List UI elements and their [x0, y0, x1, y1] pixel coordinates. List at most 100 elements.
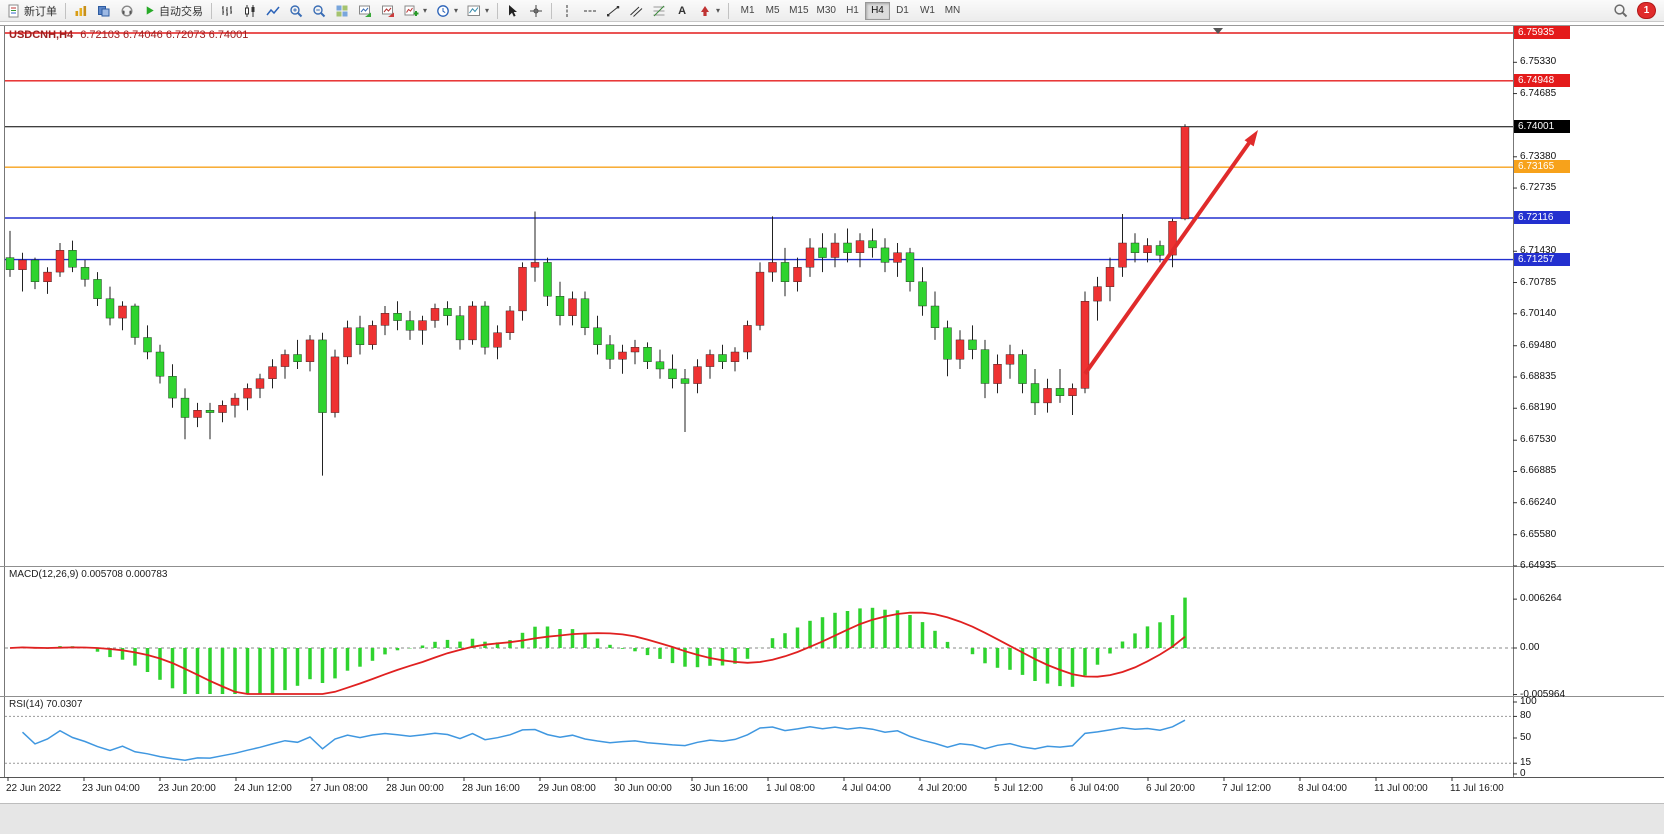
- chart-shift-icon: [381, 4, 395, 18]
- price-badge-resistance: 6.73165: [1514, 160, 1570, 174]
- rsi-axis-label: 50: [1520, 732, 1532, 743]
- time-axis-label: 11 Jul 16:00: [1450, 783, 1504, 794]
- chart-shift-button[interactable]: [377, 1, 399, 21]
- search-button[interactable]: [1609, 1, 1632, 21]
- new-order-label: 新订单: [24, 5, 57, 18]
- trend-arrow-annotation[interactable]: [1083, 130, 1258, 375]
- autotrade-button[interactable]: 自动交易: [139, 1, 207, 21]
- timeframe-m30-button[interactable]: M30: [813, 2, 840, 20]
- chart-profile-button[interactable]: [70, 1, 92, 21]
- trendline-button[interactable]: [602, 1, 624, 21]
- price-tick-label: 6.68835: [1520, 370, 1557, 382]
- vertical-line-button[interactable]: [556, 1, 578, 21]
- tile-windows-button[interactable]: [331, 1, 353, 21]
- macd-axis-label: 0.00: [1520, 642, 1540, 653]
- line-chart-type-button[interactable]: [262, 1, 284, 21]
- text-tool-button[interactable]: A: [671, 1, 693, 21]
- time-axis-label: 4 Jul 20:00: [918, 783, 967, 794]
- zoom-out-button[interactable]: [308, 1, 330, 21]
- macd-axis-label: 0.006264: [1520, 593, 1562, 605]
- chart-shift-marker: [1213, 28, 1223, 34]
- channel-icon: [629, 4, 643, 18]
- time-axis-label: 22 Jun 2022: [6, 783, 62, 794]
- headset-icon: [120, 4, 134, 18]
- crosshair-icon: [529, 4, 543, 18]
- fibonacci-button[interactable]: [648, 1, 670, 21]
- rsi-axis-label: 15: [1520, 757, 1532, 769]
- zoom-out-icon: [312, 4, 326, 18]
- price-tick-label: 6.68190: [1520, 402, 1557, 414]
- new-order-button[interactable]: 新订单: [3, 1, 61, 21]
- price-tick-label: 6.70140: [1520, 307, 1557, 319]
- chart-title: USDCNH,H4 6.72103 6.74046 6.72073 6.74001: [9, 29, 248, 41]
- timeframe-w1-button[interactable]: W1: [915, 2, 940, 20]
- arrow-objects-button[interactable]: ▾: [694, 1, 724, 21]
- new-chart-button[interactable]: ▾: [400, 1, 431, 21]
- trendline-icon: [606, 4, 620, 18]
- toolbar-separator: [728, 2, 730, 19]
- timeframe-h4-button[interactable]: H4: [864, 1, 890, 20]
- timeframe-mn-button[interactable]: MN: [940, 2, 965, 20]
- time-axis-label: 23 Jun 20:00: [158, 783, 216, 794]
- notification-badge[interactable]: 1: [1637, 2, 1656, 19]
- macd-axis-label: -0.005964: [1520, 688, 1566, 700]
- price-tick-label: 6.69480: [1520, 339, 1557, 351]
- timeframe-m5-button[interactable]: M5: [760, 2, 785, 20]
- timeframe-toolbar: M1 M5 M15 M30 H1 H4 D1 W1 MN: [735, 1, 965, 20]
- price-tick-label: 6.65580: [1520, 528, 1557, 540]
- time-axis-label: 8 Jul 04:00: [1298, 783, 1347, 794]
- toolbar-separator: [551, 2, 553, 19]
- timeframe-h1-button[interactable]: H1: [840, 2, 865, 20]
- time-axis-label: 4 Jul 04:00: [842, 783, 891, 794]
- rsi-indicator-label: RSI(14) 70.0307: [9, 699, 83, 710]
- data-window-button[interactable]: [93, 1, 115, 21]
- time-axis-label: 6 Jul 20:00: [1146, 783, 1195, 794]
- auto-scroll-button[interactable]: [354, 1, 376, 21]
- channel-button[interactable]: [625, 1, 647, 21]
- dropdown-caret-icon: ▾: [485, 6, 490, 15]
- time-axis-label: 5 Jul 12:00: [994, 783, 1043, 794]
- crosshair-button[interactable]: [525, 1, 547, 21]
- zoom-in-button[interactable]: [285, 1, 307, 21]
- price-tick-label: 6.67530: [1520, 434, 1557, 446]
- support-button[interactable]: [116, 1, 138, 21]
- macd-indicator-label: MACD(12,26,9) 0.005708 0.000783: [9, 569, 168, 580]
- cursor-button[interactable]: [502, 1, 524, 21]
- price-tick-label: 6.75330: [1520, 56, 1557, 68]
- price-tick-label: 6.73380: [1520, 150, 1557, 162]
- gold-chart-icon: [74, 4, 88, 18]
- time-axis-label: 6 Jul 04:00: [1070, 783, 1119, 794]
- timeframe-m1-button[interactable]: M1: [735, 2, 760, 20]
- candlestick-chart-type-button[interactable]: [239, 1, 261, 21]
- price-tick-label: 6.74685: [1520, 87, 1557, 99]
- time-axis-label: 27 Jun 08:00: [310, 783, 368, 794]
- cursor-icon: [506, 4, 520, 18]
- template-button[interactable]: ▾: [463, 1, 493, 21]
- time-axis-label: 11 Jul 00:00: [1374, 783, 1428, 794]
- price-badge-support: 6.71257: [1514, 252, 1570, 266]
- zoom-in-icon: [289, 4, 303, 18]
- chart-window: USDCNH,H4 6.72103 6.74046 6.72073 6.74001…: [0, 22, 1664, 803]
- macd-histogram: [20, 597, 1187, 694]
- clock-icon: [436, 4, 450, 18]
- time-axis-label: 24 Jun 12:00: [234, 783, 292, 794]
- candlestick-series[interactable]: [5, 124, 1190, 476]
- auto-scroll-icon: [358, 4, 372, 18]
- timeframe-m15-button[interactable]: M15: [785, 2, 812, 20]
- period-dropdown-button[interactable]: ▾: [432, 1, 462, 21]
- time-axis-label: 7 Jul 12:00: [1222, 783, 1271, 794]
- timeframe-d1-button[interactable]: D1: [890, 2, 915, 20]
- dropdown-caret-icon: ▾: [454, 6, 459, 15]
- time-axis-label: 28 Jun 16:00: [462, 783, 520, 794]
- horizontal-line-button[interactable]: [579, 1, 601, 21]
- autotrade-play-icon: [143, 4, 156, 17]
- search-icon: [1613, 3, 1628, 18]
- horizontal-line-icon: [583, 4, 597, 18]
- price-badge-support: 6.72116: [1514, 211, 1570, 225]
- price-tick-label: 6.72735: [1520, 182, 1557, 194]
- toolbar-separator: [65, 2, 66, 19]
- bar-chart-type-button[interactable]: [216, 1, 238, 21]
- dropdown-caret-icon: ▾: [716, 6, 721, 15]
- price-badge-current-price: 6.74001: [1514, 119, 1570, 133]
- chart-plot-area[interactable]: [0, 22, 1664, 803]
